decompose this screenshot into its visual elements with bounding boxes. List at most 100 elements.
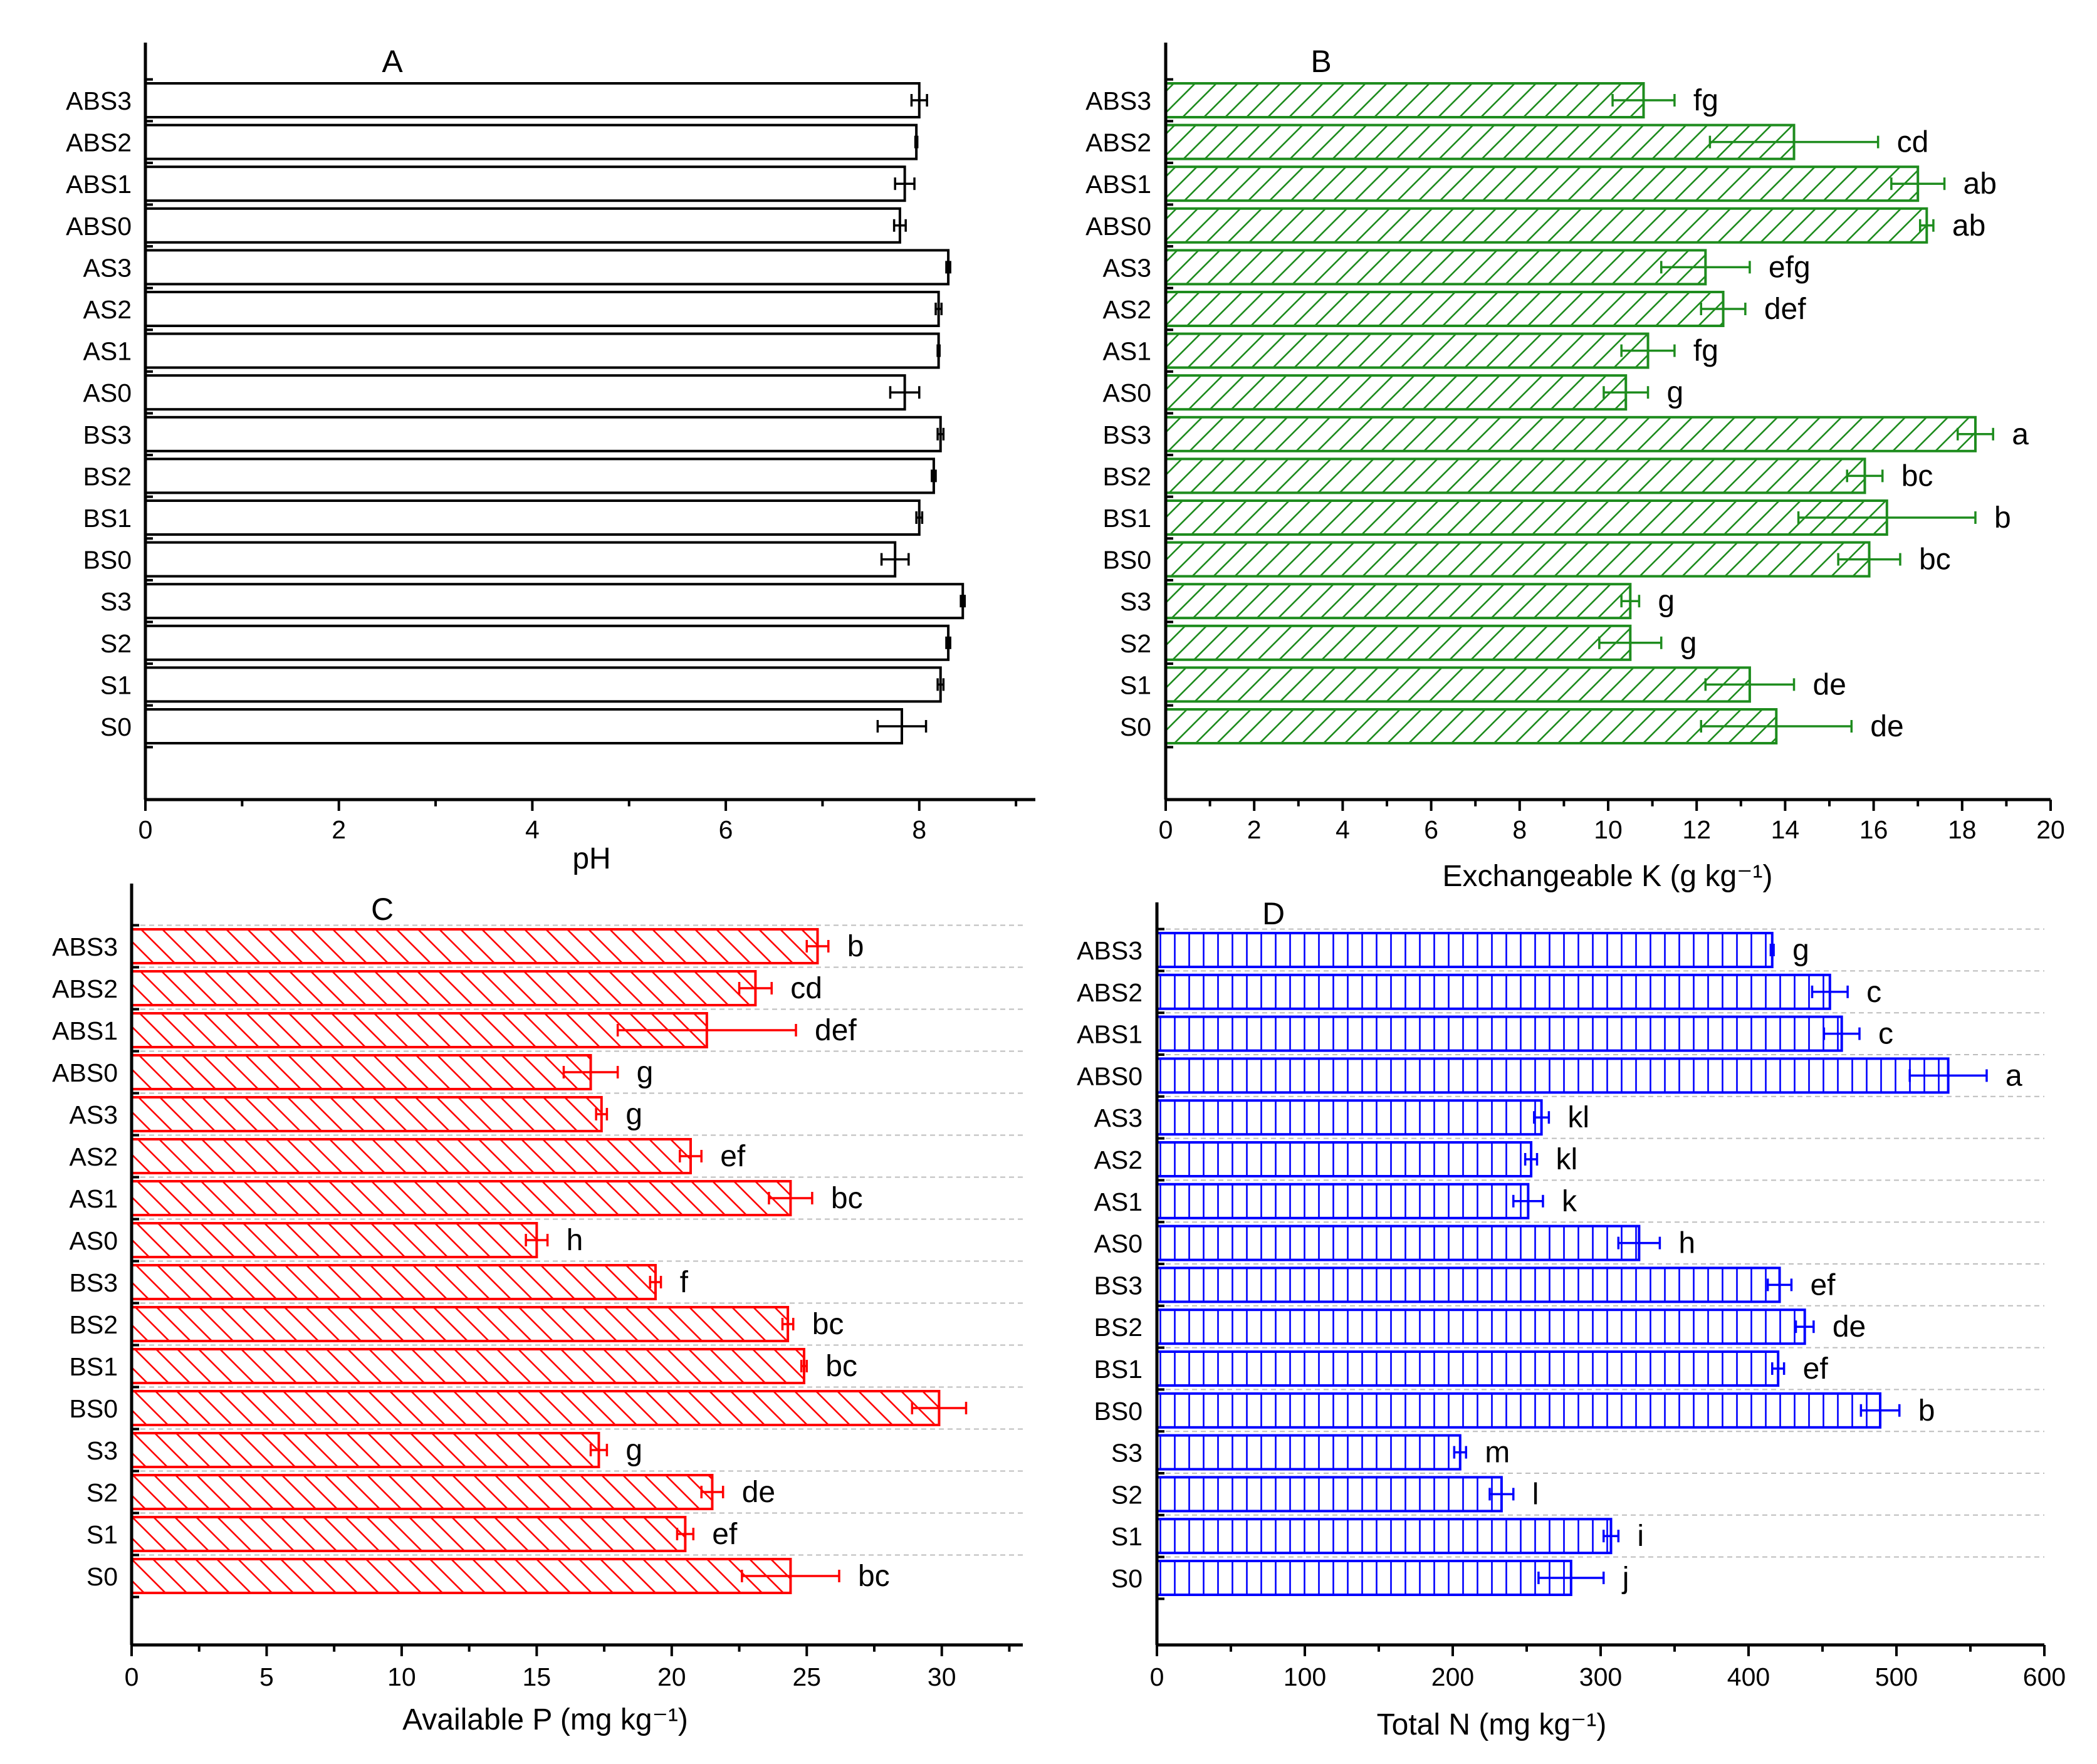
panel-b-x-axis-label: Exchangeable K (g kg⁻¹)	[1443, 860, 1773, 893]
category-label: BS0	[70, 1394, 118, 1423]
error-bar-bs2	[1794, 1320, 1815, 1333]
bar-abs3	[1156, 932, 1774, 968]
category-label: BS0	[1103, 546, 1152, 575]
bar-bs1	[144, 499, 921, 536]
x-tick-label: 10	[387, 1662, 416, 1691]
error-bar-s3	[960, 595, 966, 608]
bar-abs3	[130, 928, 819, 964]
bar-as3	[144, 249, 950, 286]
x-tick-label: 0	[125, 1662, 139, 1691]
bar-as0	[144, 374, 906, 411]
significance-label: kl	[1556, 1143, 1578, 1176]
bar-abs3	[1164, 82, 1645, 118]
bar-abs1	[1164, 165, 1920, 202]
category-label: ABS2	[1085, 128, 1151, 157]
error-bar-abs3	[805, 940, 830, 952]
bar-as2	[1156, 1141, 1533, 1177]
error-bar-s3	[1453, 1446, 1467, 1459]
x-tick-label: 2	[1247, 815, 1262, 844]
category-label: S0	[100, 712, 132, 741]
error-bar-bs2	[931, 469, 937, 483]
category-label: ABS2	[52, 974, 118, 1003]
bar-bs3	[1156, 1266, 1781, 1303]
category-label: ABS2	[66, 128, 132, 157]
category-label: ABS3	[52, 932, 118, 961]
bar-s1	[1156, 1518, 1613, 1555]
x-tick-label: 200	[1431, 1662, 1474, 1691]
category-label: ABS3	[1085, 86, 1151, 115]
bar-s3	[144, 583, 965, 620]
category-label: BS2	[70, 1310, 118, 1339]
significance-label: ef	[1803, 1352, 1829, 1386]
significance-label: de	[1870, 710, 1903, 743]
bar-abs2	[1156, 973, 1831, 1010]
error-bar-bs3	[936, 427, 945, 441]
bar-abs2	[144, 123, 918, 160]
panel-d-x-axis-label: Total N (mg kg⁻¹)	[1377, 1708, 1607, 1741]
x-tick-label: 0	[139, 815, 153, 844]
bar-bs2	[1164, 457, 1866, 494]
error-bar-s0	[741, 1570, 840, 1582]
bar-bs0	[130, 1390, 941, 1426]
bar-as0	[1156, 1224, 1641, 1261]
category-label: S1	[100, 671, 132, 699]
significance-label: g	[625, 1098, 642, 1131]
bar-bs0	[1156, 1392, 1882, 1429]
error-bar-bs1	[1797, 511, 1977, 524]
significance-label: l	[1532, 1478, 1539, 1511]
x-tick-label: 16	[1859, 815, 1888, 844]
bar-s1	[130, 1516, 687, 1552]
error-bar-as2	[934, 303, 943, 315]
significance-label: bc	[1901, 459, 1933, 493]
bar-bs2	[144, 457, 935, 494]
significance-label: b	[847, 930, 864, 963]
panel-a-x-axis-label: pH	[572, 842, 610, 875]
significance-label: bc	[825, 1350, 857, 1383]
significance-label: g	[637, 1056, 654, 1089]
x-tick-label: 500	[1875, 1662, 1918, 1691]
panel-b-title: B	[1310, 44, 1331, 79]
x-tick-label: 25	[792, 1662, 821, 1691]
x-tick-label: 20	[657, 1662, 686, 1691]
significance-label: g	[1792, 934, 1809, 967]
bar-as0	[130, 1222, 538, 1258]
significance-label: de	[1833, 1310, 1866, 1344]
error-bar-s1	[1602, 1530, 1620, 1543]
error-bar-abs3	[1611, 94, 1676, 107]
bar-as3	[1164, 249, 1707, 286]
error-bar-as1	[768, 1192, 813, 1204]
bar-as1	[144, 332, 940, 369]
category-label: AS3	[70, 1100, 118, 1129]
bar-s0	[1164, 708, 1778, 744]
category-label: S3	[1120, 587, 1151, 616]
bar-abs3	[144, 82, 921, 118]
bar-bs1	[1156, 1350, 1780, 1387]
error-bar-bs1	[800, 1360, 808, 1372]
significance-label: j	[1621, 1562, 1629, 1595]
bar-bs3	[1164, 415, 1977, 452]
error-bar-bs1	[1771, 1362, 1786, 1375]
bar-s3	[1164, 583, 1632, 620]
category-label: BS1	[70, 1352, 118, 1381]
bar-s2	[130, 1474, 714, 1510]
error-bar-s0	[876, 720, 928, 733]
significance-label: fg	[1693, 84, 1718, 117]
category-label: BS3	[83, 420, 132, 449]
category-label: AS1	[1094, 1187, 1143, 1216]
bar-s1	[144, 666, 942, 703]
category-label: AS2	[70, 1142, 118, 1171]
x-tick-label: 4	[525, 815, 540, 844]
bar-s0	[1156, 1560, 1572, 1596]
x-tick-label: 8	[912, 815, 926, 844]
significance-label: efg	[1769, 251, 1811, 284]
bar-as2	[1164, 291, 1725, 327]
category-label: AS2	[1103, 295, 1152, 324]
error-bar-bs3	[649, 1276, 662, 1288]
error-bar-as2	[1524, 1153, 1539, 1166]
significance-label: bc	[1919, 543, 1951, 577]
panel-b-axes: ABS3ABS2ABS1ABS0AS3AS2AS1AS0BS3BS2BS1BS0…	[1085, 43, 2065, 844]
error-bar-as3	[1660, 261, 1751, 274]
error-bar-abs2	[1708, 135, 1880, 149]
significance-label: de	[742, 1476, 775, 1509]
